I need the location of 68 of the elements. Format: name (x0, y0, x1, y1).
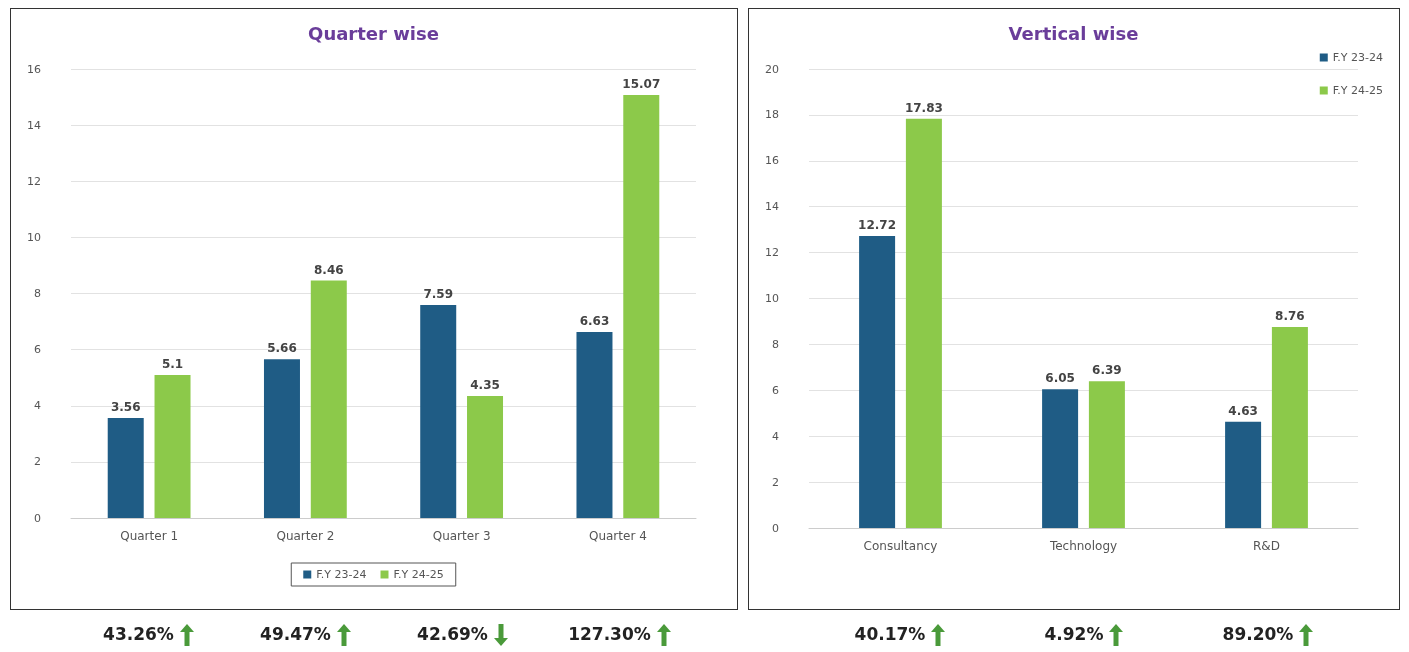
data-label: 4.63 (1228, 403, 1258, 418)
data-label: 8.76 (1275, 308, 1305, 323)
data-label: 17.83 (904, 100, 943, 115)
y-tick-label: 10 (765, 292, 779, 305)
legend-label: F.Y 23-24 (1332, 51, 1384, 64)
x-tick-label: Quarter 1 (120, 529, 179, 543)
data-label: 8.46 (313, 262, 344, 277)
bar (467, 395, 504, 518)
data-label: 15.07 (622, 77, 661, 92)
y-tick-label: 12 (765, 246, 779, 260)
text: 127.30% (568, 624, 651, 644)
x-tick-label: Quarter 2 (276, 529, 335, 543)
y-tick-label: 16 (765, 154, 779, 168)
bar (1225, 421, 1262, 528)
bar (154, 374, 191, 518)
bar (420, 305, 457, 518)
bar (576, 331, 613, 518)
y-tick-label: 14 (27, 118, 41, 132)
y-tick-label: 14 (765, 200, 779, 214)
data-label: 6.63 (579, 313, 610, 328)
data-label: 5.66 (267, 341, 297, 356)
bar (263, 359, 300, 518)
bar (1088, 381, 1125, 528)
y-tick-label: 10 (27, 230, 41, 244)
data-label: 3.56 (110, 400, 141, 415)
y-tick-label: 4 (772, 429, 779, 443)
chart-title: Vertical wise (1008, 22, 1139, 44)
bar (1042, 389, 1079, 528)
data-label: 5.1 (161, 356, 184, 371)
data-label: 6.05 (1045, 371, 1075, 386)
bar (310, 280, 347, 518)
x-tick-label: R&D (1253, 539, 1280, 553)
x-tick-label: Quarter 4 (588, 529, 647, 543)
text: 43.26% (103, 624, 174, 644)
bar (1271, 326, 1308, 528)
bar (623, 95, 660, 518)
y-tick-label: 16 (27, 62, 41, 76)
legend-label: F.Y 23-24 (316, 568, 367, 581)
text: 49.47% (260, 624, 331, 644)
y-tick-label: 2 (34, 455, 41, 469)
y-tick-label: 12 (27, 174, 41, 188)
legend-label: F.Y 24-25 (393, 568, 444, 581)
data-label: 6.39 (1092, 363, 1122, 378)
data-label: 7.59 (423, 287, 454, 302)
y-tick-label: 0 (772, 521, 779, 535)
text: 42.69% (417, 624, 488, 644)
chart-title: Quarter wise (308, 22, 439, 44)
y-tick-label: 0 (34, 511, 41, 525)
y-tick-label: 4 (34, 399, 41, 413)
text: 4.92% (1044, 624, 1104, 644)
text: 40.17% (854, 624, 926, 644)
x-tick-label: Quarter 3 (432, 529, 491, 543)
y-tick-label: 6 (34, 343, 41, 357)
legend-label: F.Y 24-25 (1332, 84, 1384, 97)
x-tick-label: Technology (1048, 539, 1118, 553)
y-tick-label: 6 (772, 383, 779, 397)
y-tick-label: 20 (765, 62, 779, 76)
y-tick-label: 8 (34, 287, 41, 300)
bar (859, 236, 896, 528)
y-tick-label: 18 (765, 108, 779, 122)
bar (107, 418, 144, 518)
data-label: 4.35 (470, 377, 500, 392)
x-tick-label: Consultancy (863, 539, 938, 553)
bar (905, 118, 942, 528)
y-tick-label: 2 (772, 475, 779, 489)
data-label: 12.72 (858, 218, 897, 233)
text: 89.20% (1222, 624, 1294, 644)
y-tick-label: 8 (772, 337, 779, 351)
